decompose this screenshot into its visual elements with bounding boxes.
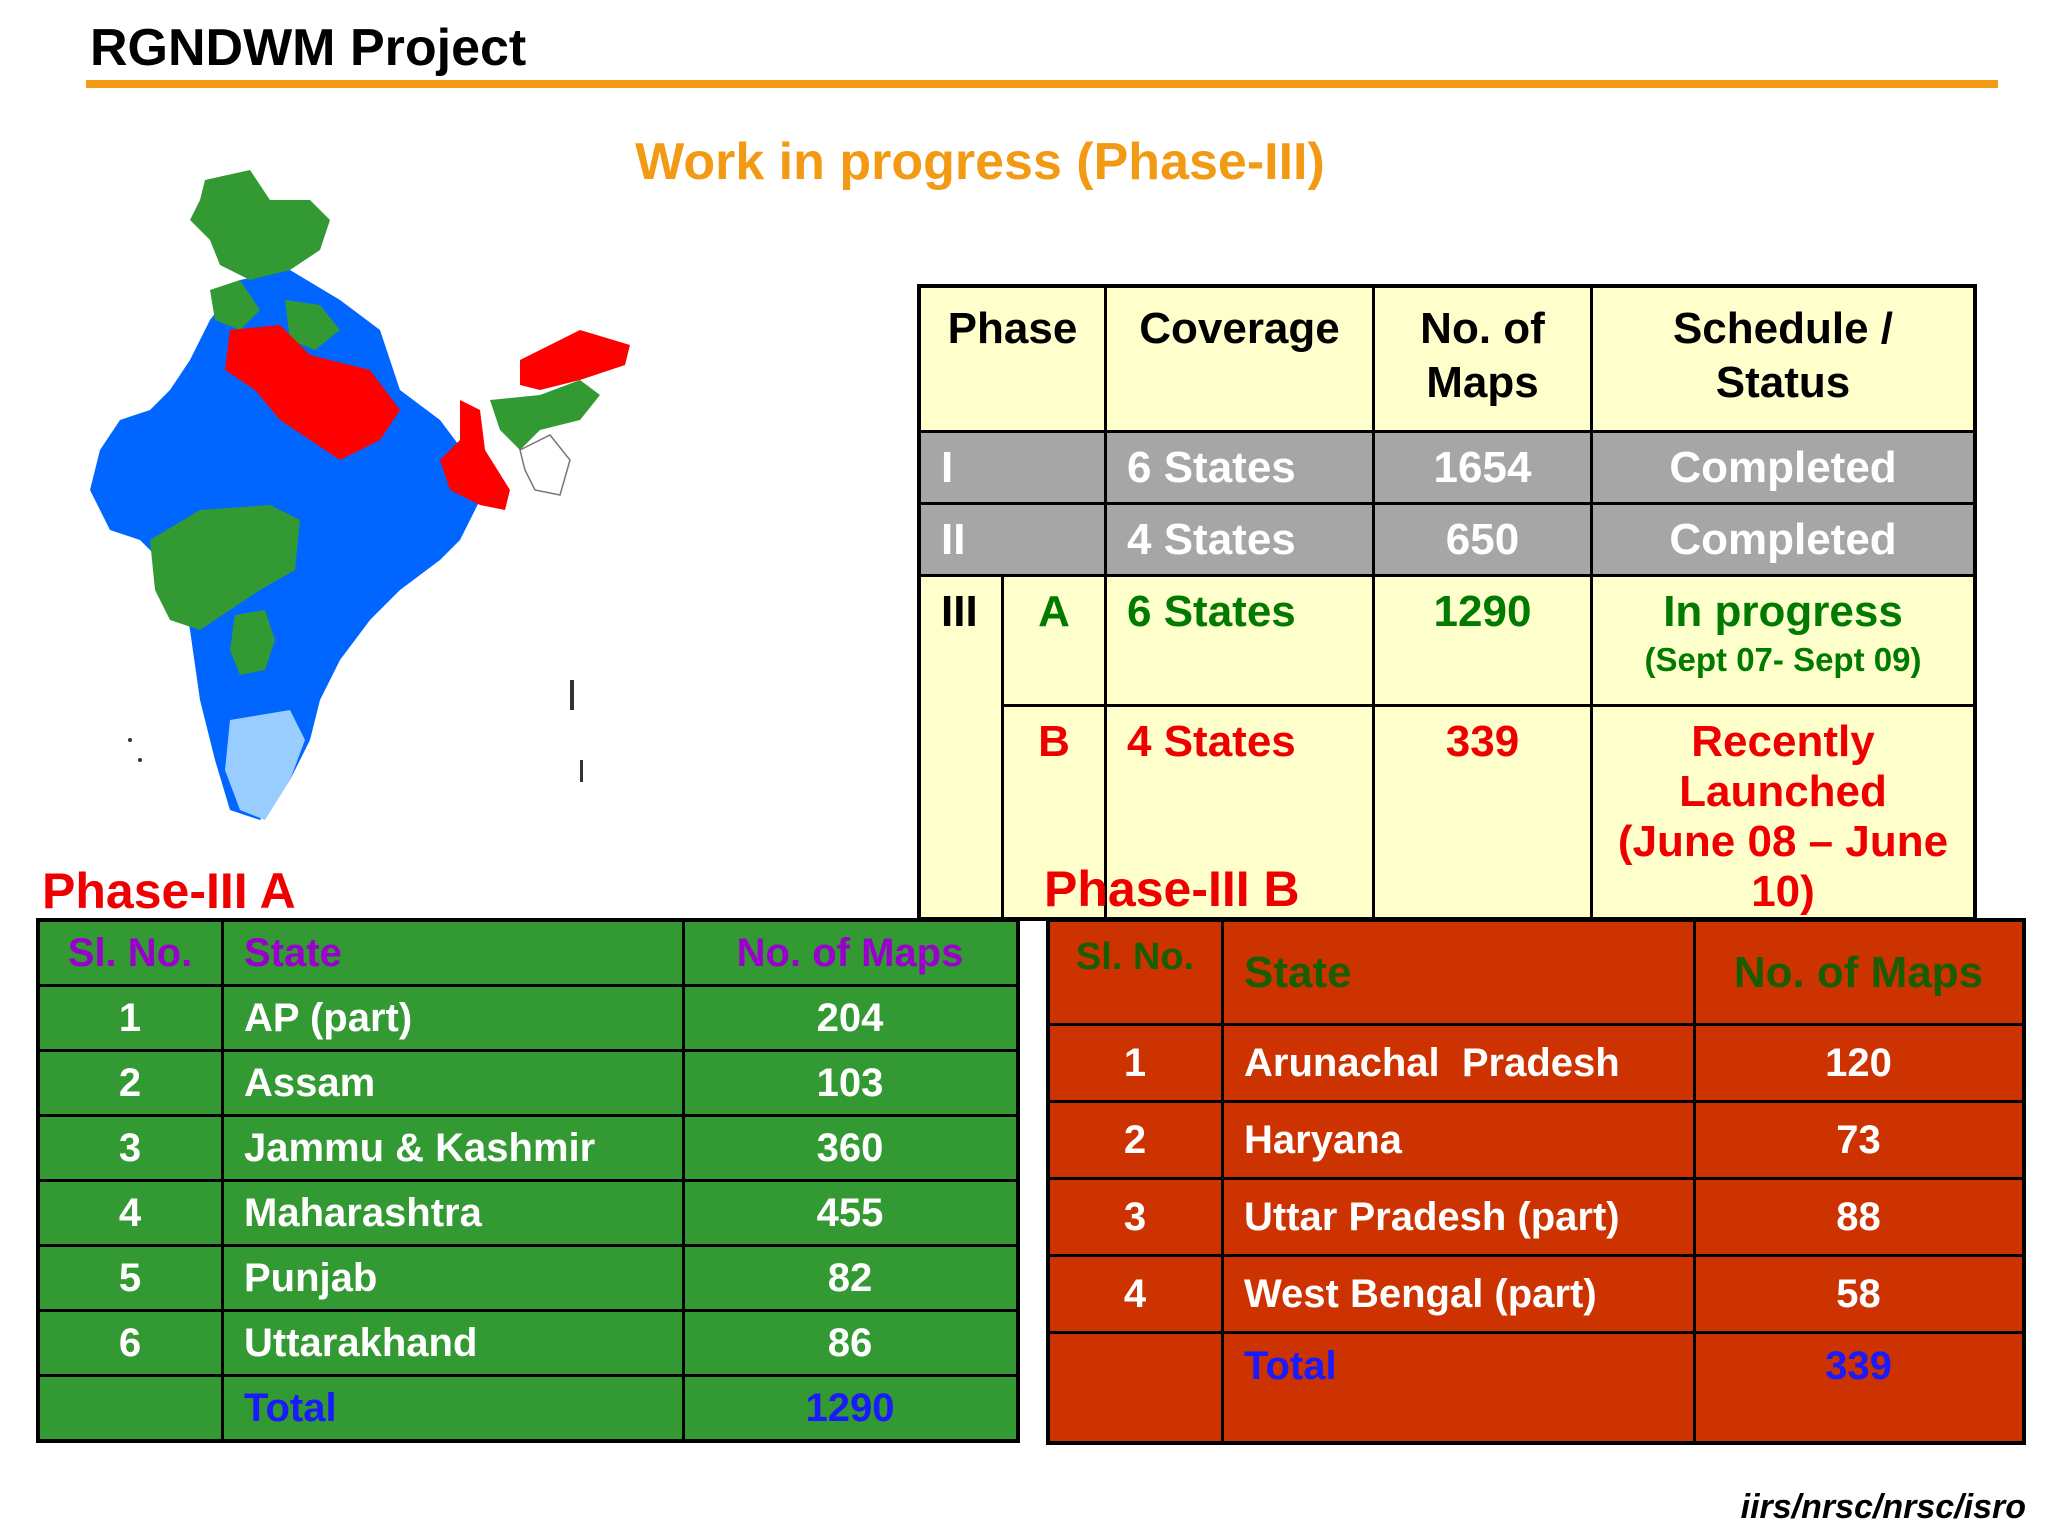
subphase-cell: A [1001, 574, 1107, 707]
table-row: 6 Uttarakhand 86 [36, 1309, 1020, 1377]
sl-cell: 4 [1046, 1254, 1224, 1334]
state-cell: West Bengal (part) [1221, 1254, 1696, 1334]
col-header-sl: Sl. No. [36, 918, 224, 987]
total-label: Total [221, 1374, 685, 1443]
sl-cell: 1 [36, 984, 224, 1052]
coverage-cell: 6 States [1104, 430, 1375, 505]
table-row: 5 Punjab 82 [36, 1244, 1020, 1312]
sl-cell: 2 [36, 1049, 224, 1117]
sl-cell: 5 [36, 1244, 224, 1312]
maps-cell: 339 [1372, 704, 1593, 921]
state-cell: AP (part) [221, 984, 685, 1052]
phase-a-table: Sl. No. State No. of Maps 1 AP (part) 20… [36, 918, 1020, 1443]
table-row: B 4 States 339 Recently Launched (June 0… [919, 704, 1977, 921]
india-map-icon [40, 160, 640, 830]
sl-cell: 6 [36, 1309, 224, 1377]
maps-cell: 58 [1693, 1254, 2026, 1334]
total-value: 1290 [682, 1374, 1020, 1443]
state-cell: Assam [221, 1049, 685, 1117]
col-header-sl: Sl. No. [1046, 918, 1224, 1026]
maps-cell: 103 [682, 1049, 1020, 1117]
table-row: I 6 States 1654 Completed [917, 430, 1977, 505]
maps-cell: 86 [682, 1309, 1020, 1377]
maps-cell: 204 [682, 984, 1020, 1052]
sl-cell: 3 [36, 1114, 224, 1182]
sl-cell: 4 [36, 1179, 224, 1247]
status-cell: In progress (Sept 07- Sept 09) [1590, 574, 1977, 707]
phase-cell: I [917, 430, 1107, 505]
maps-cell: 1654 [1372, 430, 1593, 505]
maps-cell: 650 [1372, 502, 1593, 577]
coverage-cell: 4 States [1104, 704, 1375, 921]
total-value: 339 [1693, 1331, 2026, 1445]
col-header-state: State [1221, 918, 1696, 1026]
sl-cell: 3 [1046, 1177, 1224, 1257]
phase-cell: II [917, 502, 1107, 577]
title-divider [86, 80, 1998, 88]
coverage-cell: 4 States [1104, 502, 1375, 577]
col-header-maps: No. of Maps [1372, 284, 1593, 433]
subphase-cell: B [1001, 704, 1107, 921]
total-row: Total 339 [1046, 1331, 2026, 1445]
maps-cell: 88 [1693, 1177, 2026, 1257]
state-cell: Jammu & Kashmir [221, 1114, 685, 1182]
empty-cell [36, 1374, 224, 1443]
table-row: 2 Haryana 73 [1046, 1100, 2026, 1180]
footer-credit: iirs/nrsc/nrsc/isro [1740, 1488, 2026, 1526]
maps-cell: 82 [682, 1244, 1020, 1312]
table-row: III A 6 States 1290 In progress (Sept 07… [917, 574, 1977, 921]
phase-b-title: Phase-III B [1044, 861, 1300, 917]
sl-cell: 2 [1046, 1100, 1224, 1180]
state-cell: Uttarakhand [221, 1309, 685, 1377]
table-row: 2 Assam 103 [36, 1049, 1020, 1117]
status-cell: Recently Launched (June 08 – June 10) [1590, 704, 1977, 921]
table-row: 3 Uttar Pradesh (part) 88 [1046, 1177, 2026, 1257]
col-header-maps: No. of Maps [1693, 918, 2026, 1026]
status-note: (June 08 – June 10) [1617, 817, 1949, 916]
table-row: 3 Jammu & Kashmir 360 [36, 1114, 1020, 1182]
sl-cell: 1 [1046, 1023, 1224, 1103]
total-label: Total [1221, 1331, 1696, 1445]
col-header-status: Schedule / Status [1590, 284, 1977, 433]
status-cell: Completed [1590, 502, 1977, 577]
empty-cell [1046, 1331, 1224, 1445]
phase-a-title: Phase-III A [42, 863, 296, 919]
status-cell: Completed [1590, 430, 1977, 505]
table-row: 4 West Bengal (part) 58 [1046, 1254, 2026, 1334]
table-row: 1 Arunachal Pradesh 120 [1046, 1023, 2026, 1103]
section-subtitle: Work in progress (Phase-III) [635, 133, 1325, 191]
col-header-phase: Phase [917, 284, 1107, 433]
table-row: 1 AP (part) 204 [36, 984, 1020, 1052]
state-cell: Arunachal Pradesh [1221, 1023, 1696, 1103]
state-cell: Uttar Pradesh (part) [1221, 1177, 1696, 1257]
maps-cell: 1290 [1372, 574, 1593, 707]
col-header-maps: No. of Maps [682, 918, 1020, 987]
state-cell: Haryana [1221, 1100, 1696, 1180]
table-row: 4 Maharashtra 455 [36, 1179, 1020, 1247]
col-header-coverage: Coverage [1104, 284, 1375, 433]
page-title: RGNDWM Project [90, 19, 527, 77]
table-row: II 4 States 650 Completed [917, 502, 1977, 577]
state-cell: Maharashtra [221, 1179, 685, 1247]
status-note: (Sept 07- Sept 09) [1644, 641, 1922, 678]
maps-cell: 120 [1693, 1023, 2026, 1103]
phase-summary-table: Phase Coverage No. of Maps Schedule / St… [917, 284, 1977, 921]
maps-cell: 455 [682, 1179, 1020, 1247]
phase-b-table: Sl. No. State No. of Maps 1 Arunachal Pr… [1046, 918, 2026, 1445]
phase-cell: III [917, 574, 1004, 921]
state-cell: Punjab [221, 1244, 685, 1312]
col-header-state: State [221, 918, 685, 987]
total-row: Total 1290 [36, 1374, 1020, 1443]
status-text: Recently Launched [1679, 717, 1887, 816]
status-text: In progress [1663, 587, 1903, 636]
maps-cell: 73 [1693, 1100, 2026, 1180]
maps-cell: 360 [682, 1114, 1020, 1182]
coverage-cell: 6 States [1104, 574, 1375, 707]
